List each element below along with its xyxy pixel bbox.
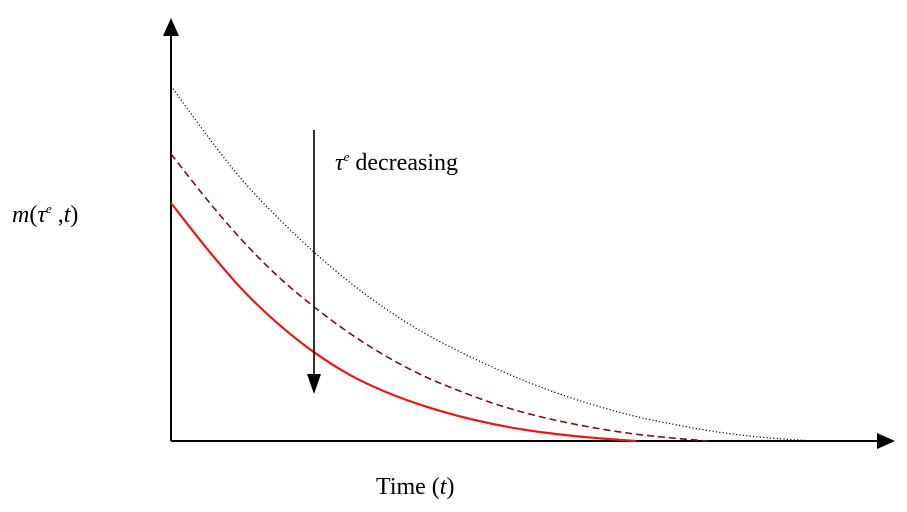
x-axis-arrowhead [877,433,895,449]
series-line-dashed [170,153,708,442]
decreasing-arrow-head [307,374,321,394]
series-line-dotted [170,85,816,442]
y-axis-arrowhead [163,18,179,36]
x-axis-label: Time (t) [376,474,455,500]
y-axis-label: m(τe ,t) [12,201,79,228]
annotation-label: τe decreasing [335,149,458,176]
series-line-solid [170,202,637,443]
